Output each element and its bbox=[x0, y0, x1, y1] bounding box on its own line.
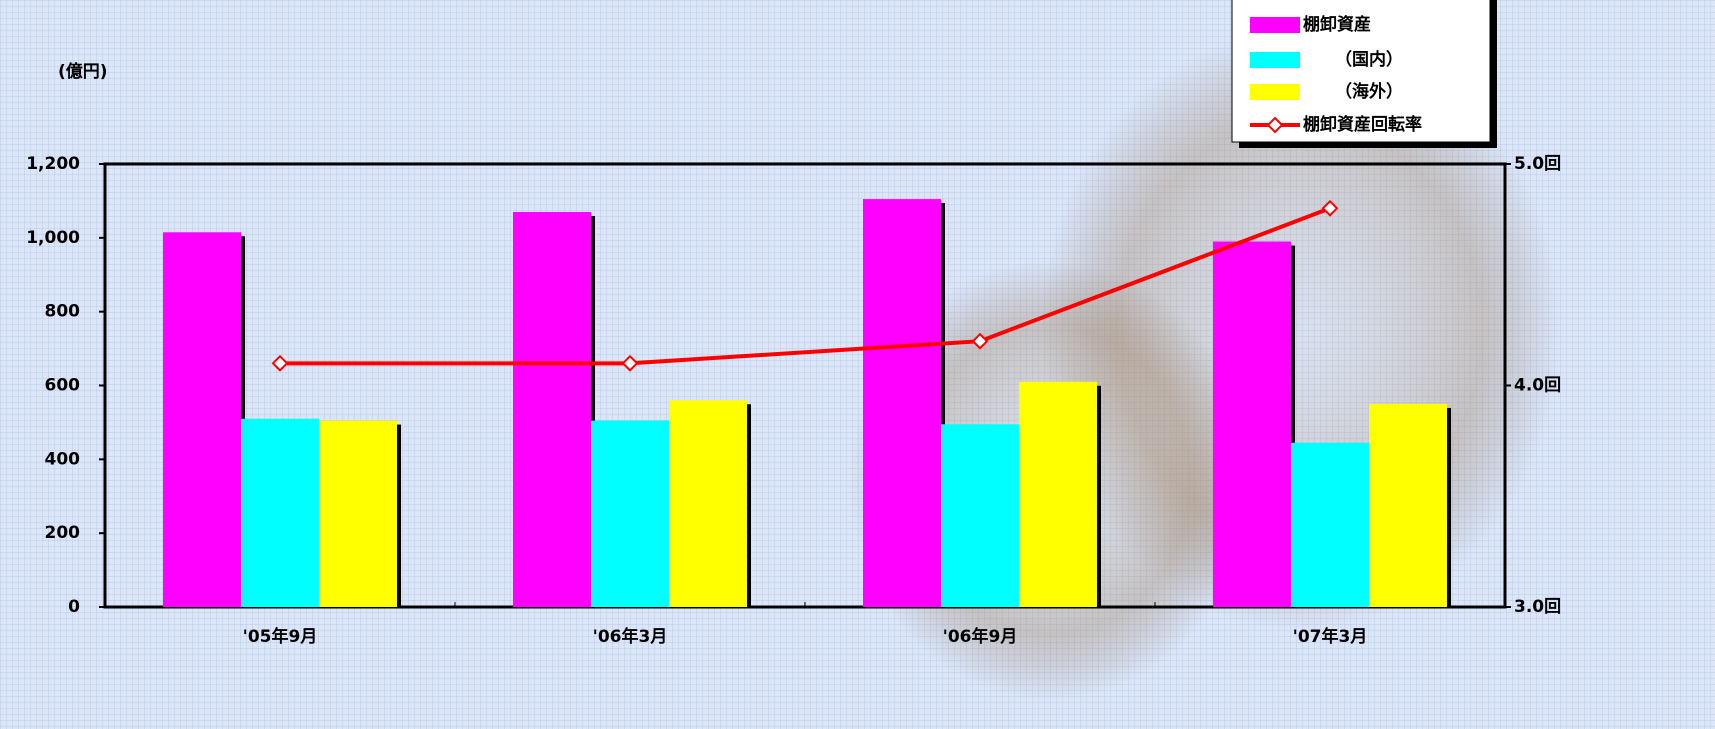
y-tick-label: 1,200 bbox=[26, 154, 80, 174]
bar bbox=[1291, 442, 1369, 607]
legend-swatch bbox=[1250, 17, 1300, 33]
x-tick-label: '06年9月 bbox=[943, 626, 1018, 647]
x-tick-label: '06年3月 bbox=[593, 626, 668, 647]
bar bbox=[319, 420, 397, 607]
line bbox=[280, 206, 1331, 366]
legend-marker bbox=[1266, 116, 1284, 134]
line-marker bbox=[271, 354, 289, 372]
bar bbox=[591, 420, 669, 607]
bar bbox=[669, 400, 747, 607]
legend-label: （国内） bbox=[1335, 49, 1403, 70]
bar bbox=[1019, 381, 1097, 607]
bar bbox=[241, 418, 319, 607]
y2-tick-label: 4.0回 bbox=[1514, 376, 1561, 396]
x-tick-label: '05年9月 bbox=[243, 626, 318, 647]
y2-tick-label: 3.0回 bbox=[1514, 597, 1561, 617]
x-tick-label: '07年3月 bbox=[1293, 626, 1368, 647]
y-axis-label: (億円) bbox=[58, 61, 108, 82]
y-tick-label: 800 bbox=[45, 302, 81, 322]
y-tick-label: 600 bbox=[45, 376, 81, 396]
line-marker bbox=[621, 354, 639, 372]
bar bbox=[1369, 403, 1447, 607]
line-marker bbox=[1321, 199, 1339, 217]
bar bbox=[163, 232, 241, 607]
y-tick-label: 1,000 bbox=[26, 228, 80, 248]
legend-swatch bbox=[1250, 52, 1300, 68]
legend-label: （海外） bbox=[1335, 81, 1403, 102]
y2-tick-label: 5.0回 bbox=[1514, 154, 1561, 174]
bar bbox=[941, 424, 1019, 607]
legend-swatch bbox=[1250, 84, 1300, 100]
bar bbox=[1213, 241, 1291, 607]
legend-label: 棚卸資産回転率 bbox=[1303, 114, 1422, 135]
line-marker bbox=[971, 332, 989, 350]
legend-label: 棚卸資産 bbox=[1303, 14, 1371, 35]
y-tick-label: 400 bbox=[45, 449, 81, 469]
y-tick-label: 0 bbox=[68, 597, 80, 617]
y-tick-label: 200 bbox=[45, 523, 81, 543]
bar bbox=[513, 211, 591, 607]
bar bbox=[863, 199, 941, 607]
